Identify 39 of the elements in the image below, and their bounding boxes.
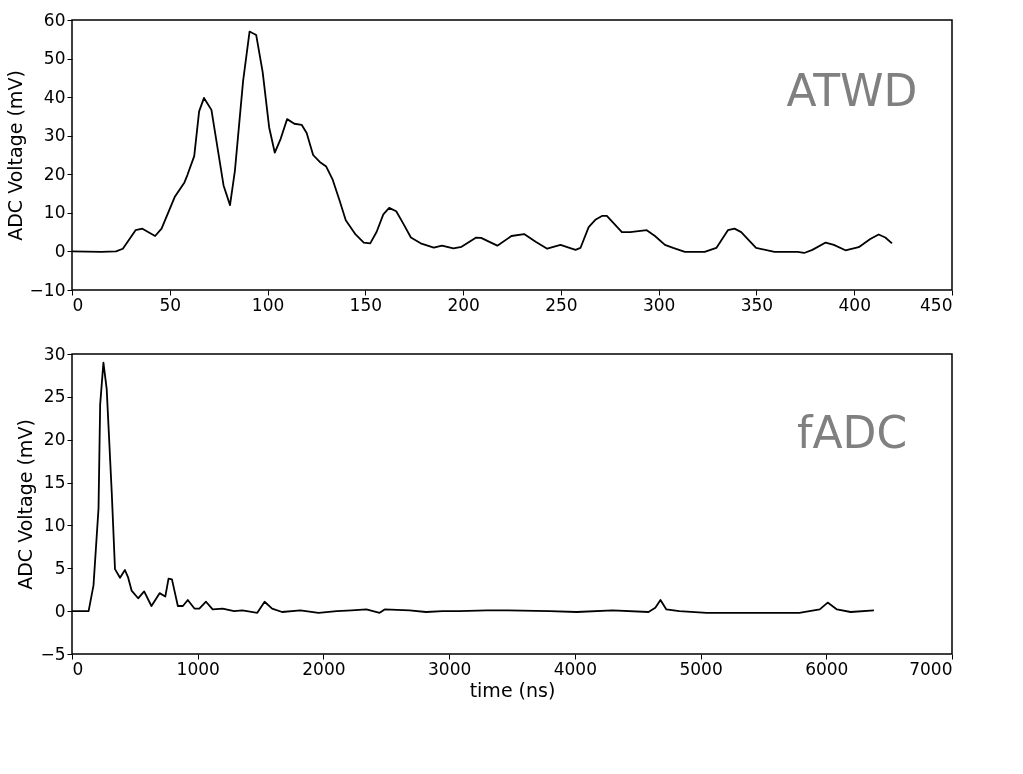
x-tick-label: 350 xyxy=(740,294,774,315)
y-tick-label: 30 xyxy=(43,125,66,146)
y-axis-title: ADC Voltage (mV) xyxy=(14,419,37,590)
x-tick-label: 0 xyxy=(72,658,84,679)
y-tick-label: 20 xyxy=(43,429,66,450)
y-tick-label: 40 xyxy=(43,86,66,107)
x-tick-label: 100 xyxy=(251,294,285,315)
x-tick-label: 250 xyxy=(545,294,578,315)
y-tick-label: 0 xyxy=(54,600,66,621)
y-tick-label: 10 xyxy=(43,514,66,535)
y-tick-label: 5 xyxy=(54,557,66,578)
x-tick-label: 0 xyxy=(72,294,84,315)
x-tick-label: 50 xyxy=(159,294,182,315)
x-tick-label: 4000 xyxy=(553,658,597,679)
x-tick-label: 400 xyxy=(838,294,871,315)
y-tick-label: 60 xyxy=(43,9,66,30)
annotation: ATWD xyxy=(786,64,918,116)
y-tick-label: 25 xyxy=(43,386,66,407)
y-tick-label: 30 xyxy=(43,343,66,364)
x-tick-label: 5000 xyxy=(679,658,723,679)
x-tick-label: 1000 xyxy=(176,658,220,679)
x-tick-label: 2000 xyxy=(302,658,346,679)
y-tick-label: −10 xyxy=(29,279,66,300)
x-axis-title: time (ns) xyxy=(469,678,556,701)
y-tick-label: 10 xyxy=(43,202,66,223)
x-tick-label: 150 xyxy=(349,294,383,315)
y-tick-label: 15 xyxy=(43,472,66,493)
y-tick-label: −5 xyxy=(40,643,66,664)
x-tick-label: 300 xyxy=(642,294,676,315)
x-tick-label: 3000 xyxy=(428,658,472,679)
y-axis-title: ADC Voltage (mV) xyxy=(3,70,26,241)
x-tick-label: 450 xyxy=(920,294,953,315)
x-tick-label: 6000 xyxy=(805,658,849,679)
x-tick-label: 200 xyxy=(447,294,480,315)
y-tick-label: 0 xyxy=(54,240,66,261)
annotation: fADC xyxy=(796,407,908,458)
x-tick-label: 7000 xyxy=(909,658,953,679)
y-tick-label: 20 xyxy=(43,163,66,184)
y-tick-label: 50 xyxy=(43,48,66,69)
